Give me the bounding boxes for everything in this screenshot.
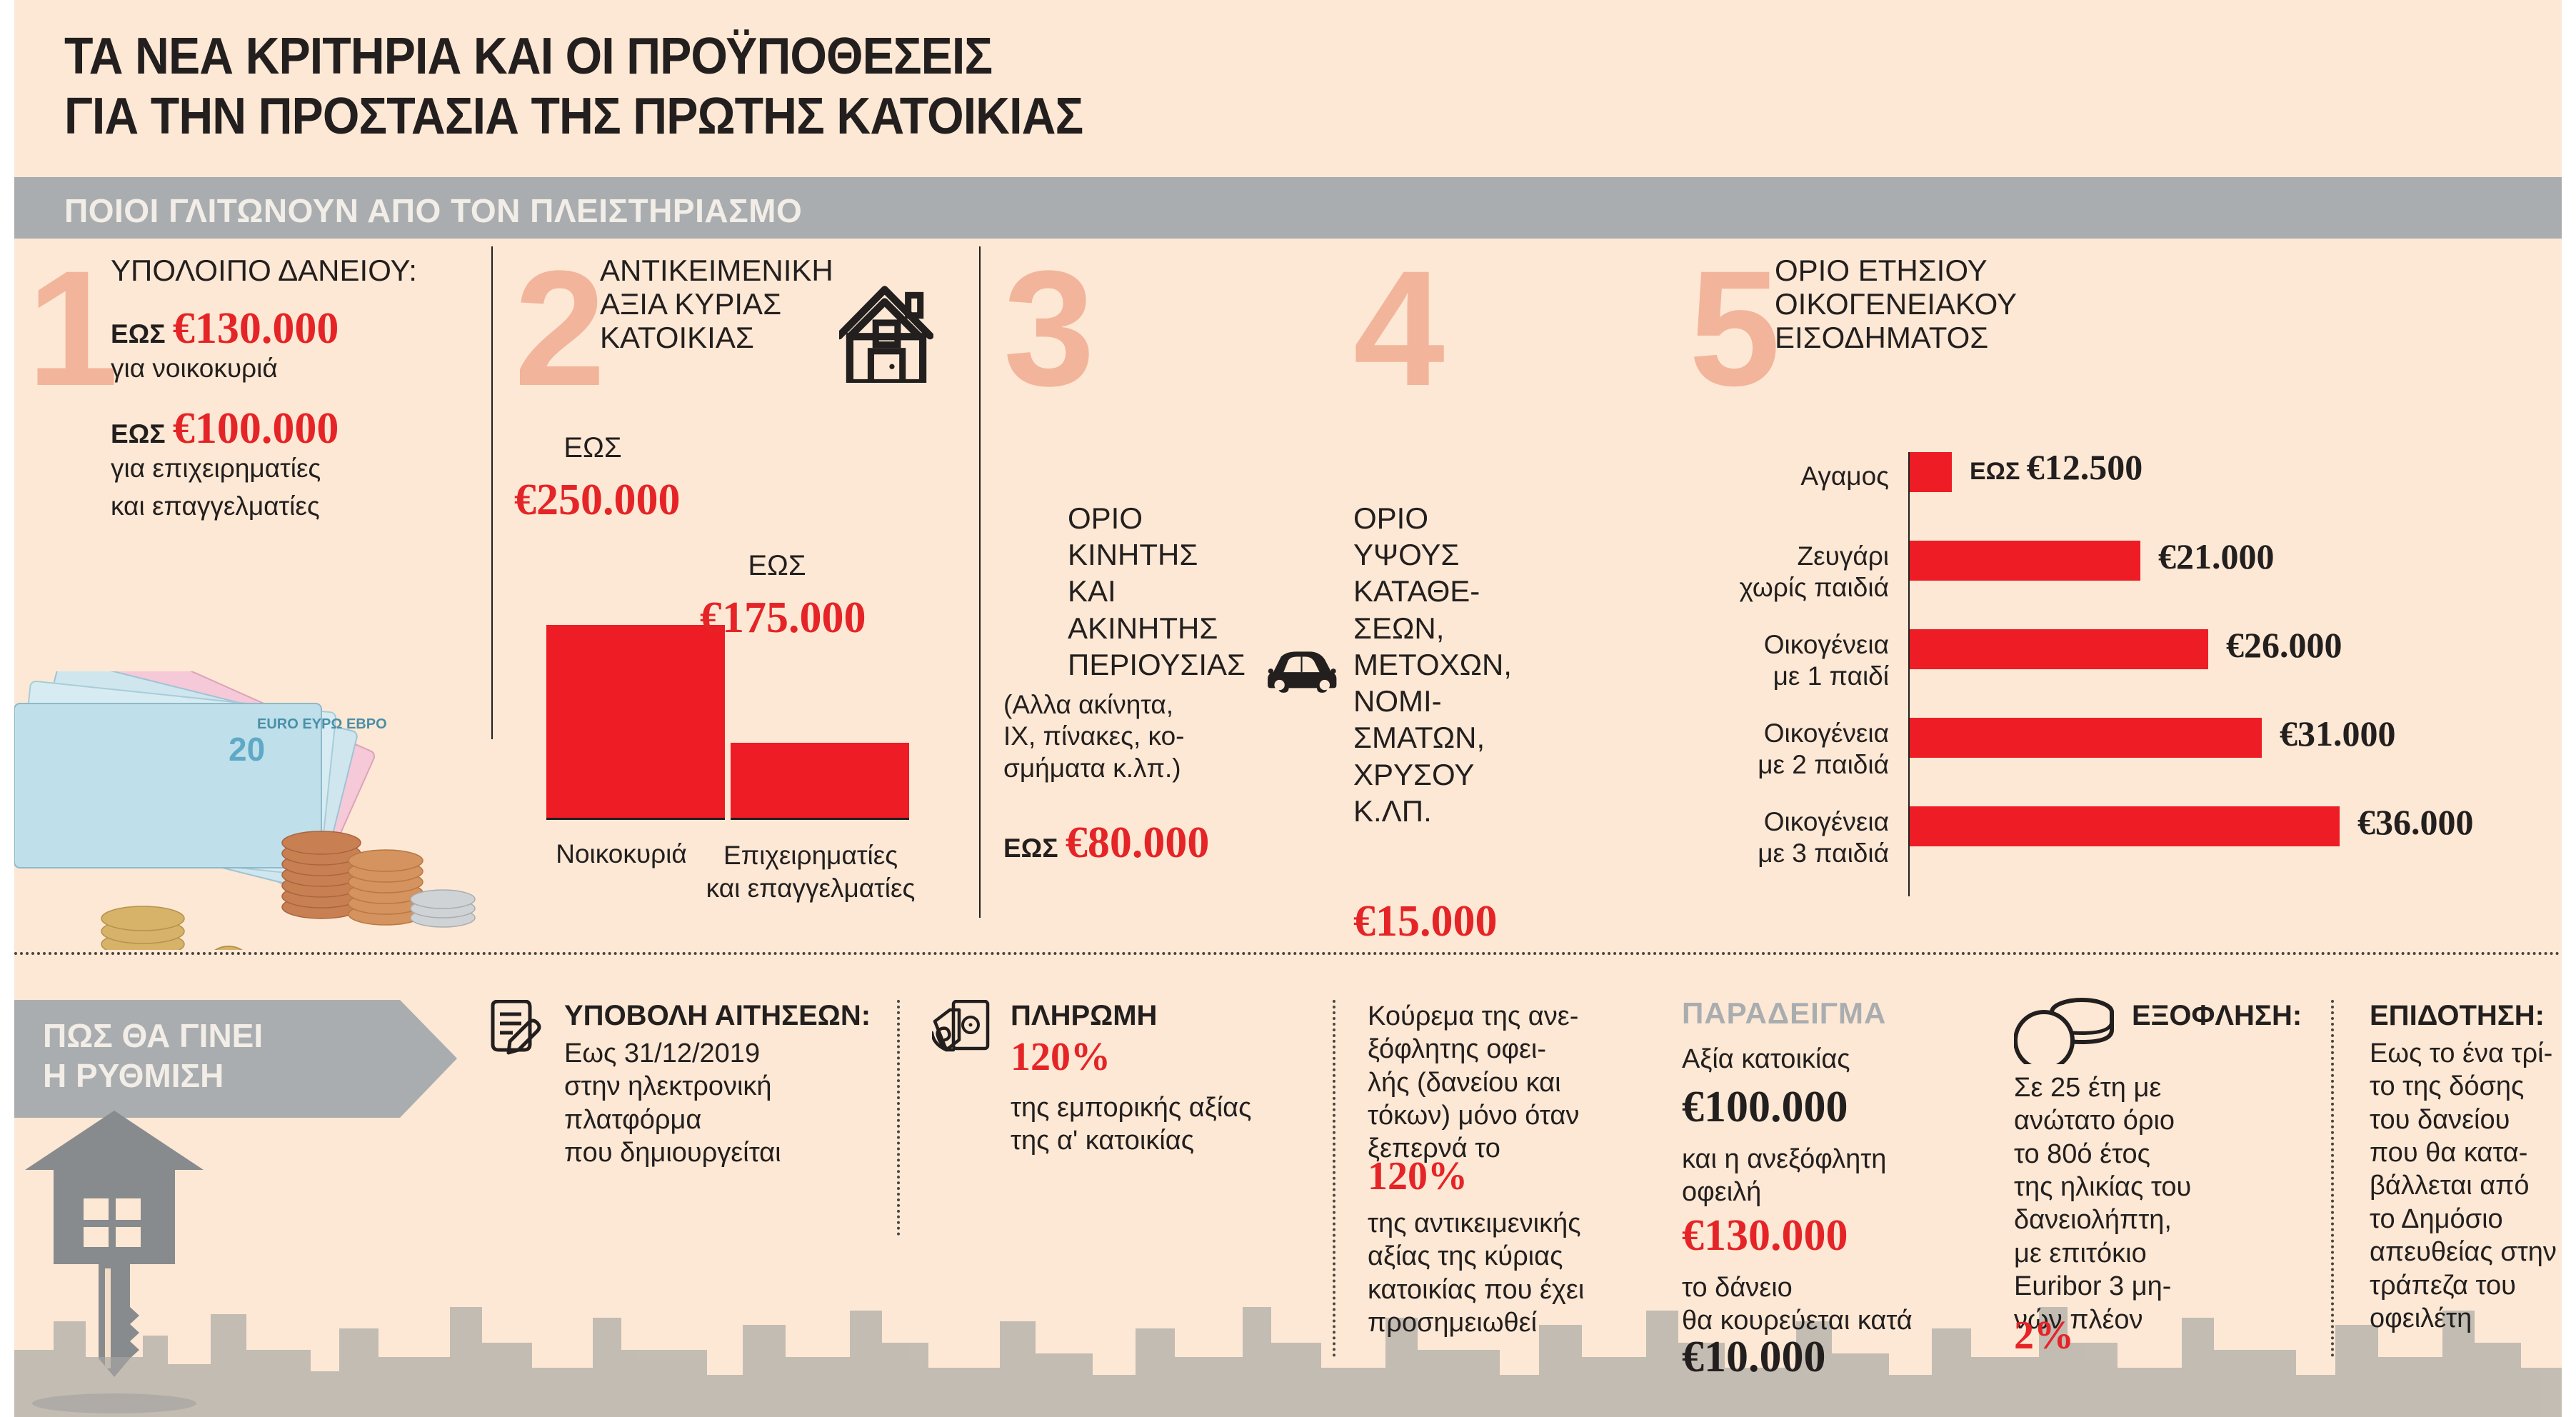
svg-text:Η ΡΥΘΜΙΣΗ: Η ΡΥΘΜΙΣΗ: [43, 1057, 224, 1094]
svg-text:20: 20: [229, 731, 265, 768]
svg-text:ΠΩΣ ΘΑ ΓΙΝΕΙ: ΠΩΣ ΘΑ ΓΙΝΕΙ: [43, 1017, 263, 1054]
svg-text:EURO EYPΩ EBPO: EURO EYPΩ EBPO: [257, 716, 387, 732]
